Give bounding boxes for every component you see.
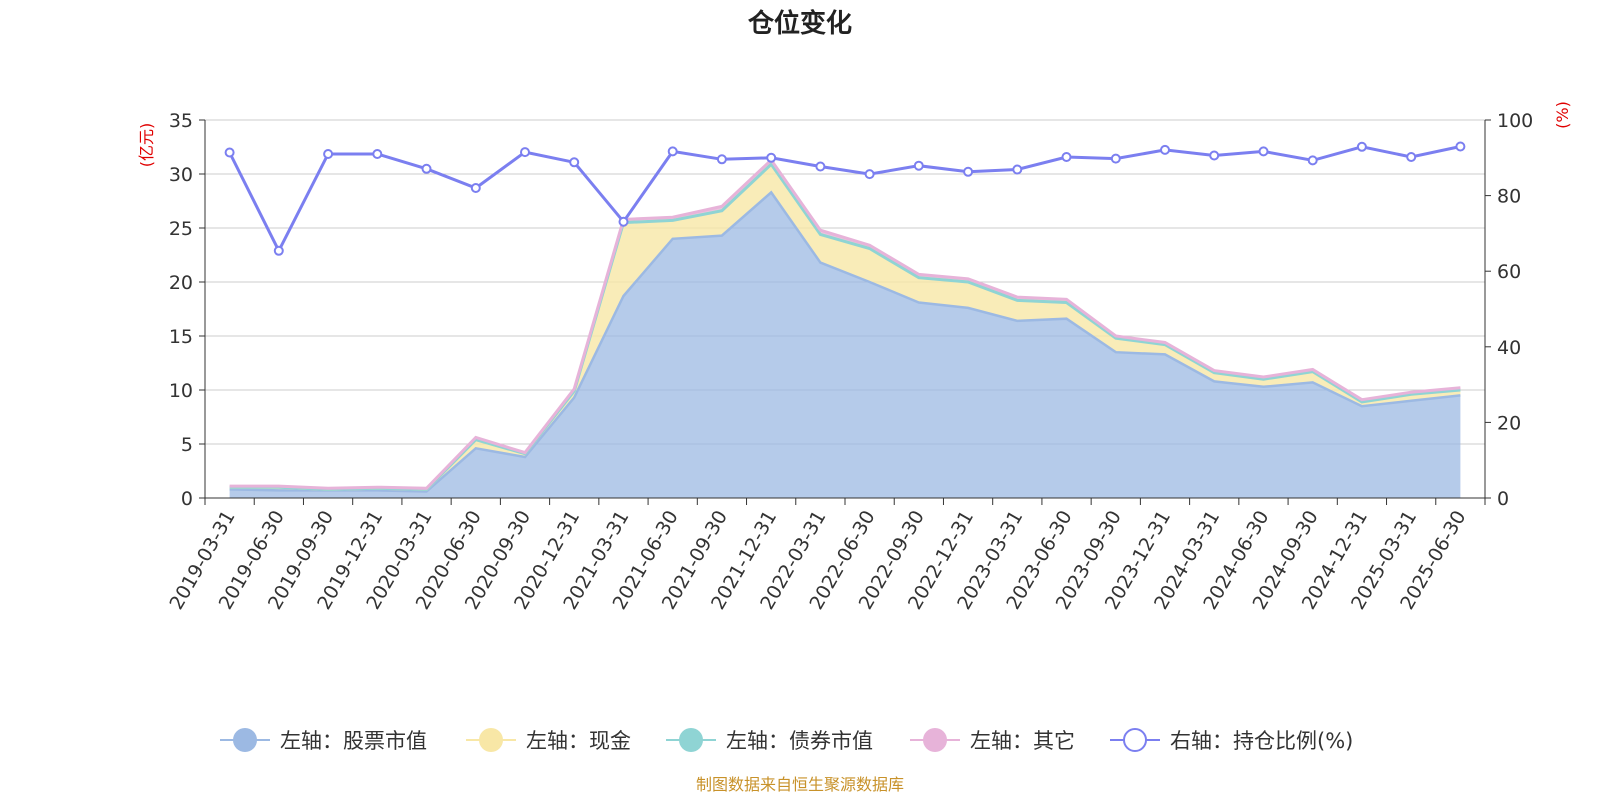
data-source-note: 制图数据来自恒生聚源数据库 (696, 775, 904, 794)
right-axis-tick-label-3: 60 (1497, 261, 1521, 283)
chart-title: 仓位变化 (747, 8, 852, 39)
ratio-point-10 (716, 154, 727, 165)
left-axis-tick-label-6: 30 (169, 164, 193, 186)
ratio-point-11 (766, 152, 777, 163)
left-axis-tick-label-1: 5 (181, 434, 193, 456)
ratio-point-12 (815, 161, 826, 172)
left-axis-tick-label-0: 0 (181, 488, 193, 510)
ratio-point-5 (470, 183, 481, 193)
ratio-point-7 (569, 157, 580, 168)
ratio-point-22 (1307, 155, 1318, 166)
legend-marker-3 (679, 728, 703, 752)
legend-marker-1 (233, 728, 257, 752)
ratio-point-9 (667, 146, 678, 157)
ratio-point-6 (520, 147, 530, 158)
right-axis-unit: (%) (1553, 101, 1572, 129)
left-axis-tick-label-4: 20 (169, 272, 193, 294)
ratio-point-24 (1406, 152, 1417, 162)
legend-item-3: 左轴：债券市值 (666, 728, 873, 753)
ratio-point-21 (1258, 146, 1269, 157)
ratio-point-14 (913, 160, 924, 171)
area-outline-1 (229, 190, 1461, 493)
stacked-areas (229, 157, 1461, 498)
ratio-point-16 (1012, 164, 1023, 175)
legend-label-2: 左轴：现金 (526, 729, 631, 753)
right-axis-tick-label-4: 80 (1497, 186, 1521, 208)
legend-label-1: 左轴：股票市值 (280, 729, 427, 753)
ratio-line-layer (224, 141, 1466, 256)
ratio-point-19 (1160, 144, 1170, 155)
left-axis-tick-label-7: 35 (169, 110, 193, 132)
ratio-point-20 (1209, 150, 1220, 161)
ratio-point-8 (618, 216, 629, 227)
legend-marker-2 (479, 728, 503, 752)
legend-label-3: 左轴：债券市值 (726, 729, 873, 753)
legend-item-1: 左轴：股票市值 (220, 728, 427, 753)
ratio-point-3 (372, 149, 383, 159)
legend-marker-5 (1123, 728, 1147, 752)
ratio-point-23 (1356, 141, 1367, 152)
legend-label-5: 右轴：持仓比例(%) (1170, 729, 1353, 753)
ratio-point-17 (1061, 152, 1072, 162)
left-axis-tick-label-3: 15 (169, 326, 193, 348)
left-axis-unit: (亿元) (137, 123, 156, 168)
ratio-point-0 (224, 147, 235, 158)
left-axis-tick-label-2: 10 (169, 380, 193, 402)
legend-item-5: 右轴：持仓比例(%) (1110, 728, 1353, 753)
area-outline-4 (229, 157, 1461, 490)
right-axis-tick-label-1: 20 (1497, 412, 1521, 434)
area-1 (229, 192, 1461, 498)
legend: 左轴：股票市值 左轴：现金 左轴：债券市值 左轴：其它 右轴：持仓比例(%) (220, 728, 1353, 753)
ratio-point-4 (421, 163, 432, 174)
legend-item-2: 左轴：现金 (466, 728, 631, 753)
right-axis-tick-label-0: 0 (1497, 488, 1509, 510)
left-axis-tick-label-5: 25 (169, 218, 193, 240)
right-axis-tick-label-2: 40 (1497, 337, 1521, 359)
ratio-point-15 (963, 166, 974, 177)
right-axis-tick-label-5: 100 (1497, 110, 1533, 132)
ratio-point-18 (1110, 153, 1121, 164)
ratio-line (228, 145, 1461, 255)
ratio-point-25 (1455, 141, 1466, 152)
legend-label-4: 左轴：其它 (970, 729, 1075, 753)
ratio-point-2 (323, 149, 334, 159)
legend-marker-4 (923, 728, 947, 752)
ratio-point-13 (864, 169, 875, 180)
ratio-point-1 (273, 245, 284, 256)
legend-item-4: 左轴：其它 (910, 728, 1075, 753)
